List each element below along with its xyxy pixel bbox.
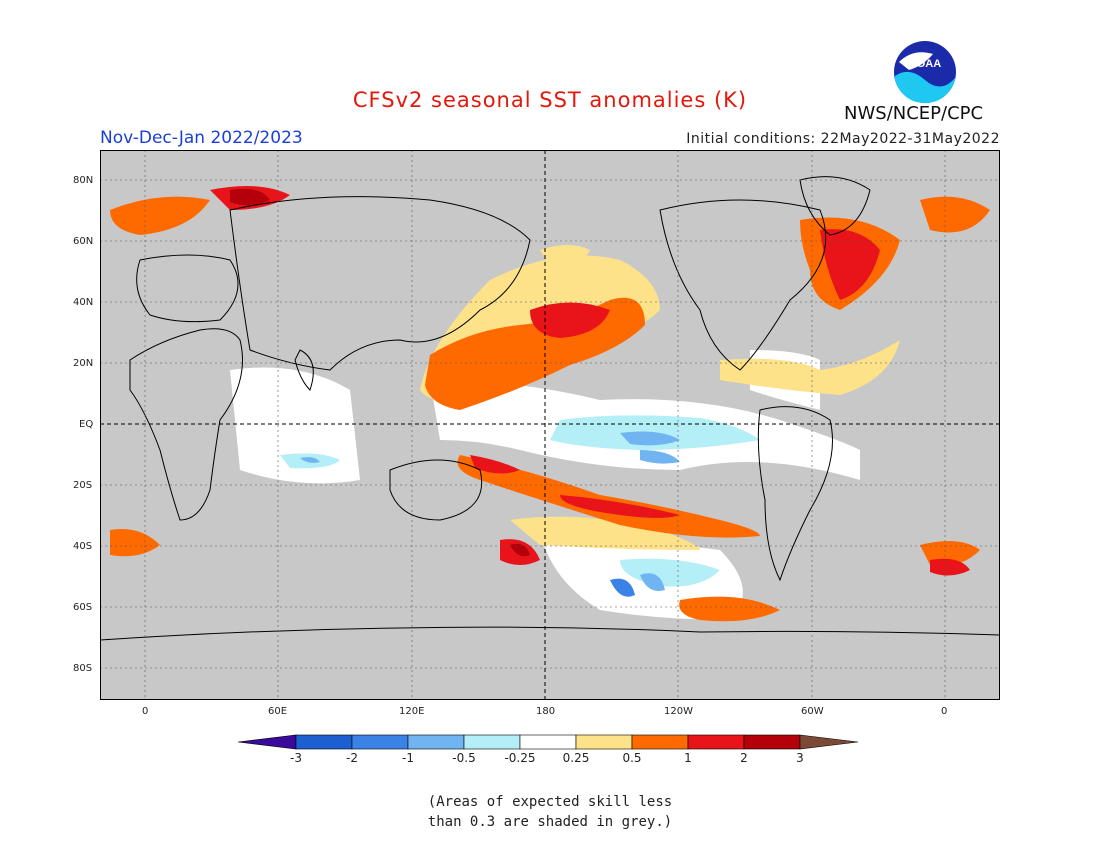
noaa-logo: NOAA	[894, 41, 956, 104]
lon-label-60w: 60W	[801, 706, 824, 717]
lat-label-60s: 60S	[73, 602, 93, 613]
lat-label-80n: 80N	[73, 175, 94, 186]
coastlines	[100, 176, 1000, 641]
colorbar-cell	[687, 734, 745, 750]
blue-anomalies	[300, 431, 680, 591]
colorbar-cell	[575, 734, 633, 750]
lat-label-eq: EQ	[79, 419, 94, 430]
colorbar-label: -1	[402, 751, 414, 765]
lat-label-20s: 20S	[73, 480, 93, 491]
colorbar-cell	[631, 734, 689, 750]
lon-label-60e: 60E	[268, 706, 288, 717]
reference-lines	[100, 150, 1000, 700]
colorbar-label: -0.25	[504, 751, 536, 765]
lon-label-0: 0	[142, 706, 149, 717]
colorbar-cell	[743, 734, 801, 750]
initial-conditions: Initial conditions: 22May2022-31May2022	[686, 131, 1000, 147]
colorbar-extend-high	[799, 734, 859, 750]
colorbar-label: -0.5	[452, 751, 476, 765]
colorbar-label: 1	[684, 751, 692, 765]
colorbar-label: -2	[346, 751, 358, 765]
colorbar-cell	[463, 734, 521, 750]
skill-note: (Areas of expected skill less than 0.3 a…	[0, 792, 1100, 832]
lat-label-40n: 40N	[73, 297, 94, 308]
sst-anomaly-map	[100, 150, 1000, 700]
agency-label: NWS/NCEP/CPC	[844, 103, 984, 124]
colorbar-label: 0.5	[622, 751, 642, 765]
colorbar-cell	[407, 734, 465, 750]
colorbar-label: 0.25	[562, 751, 590, 765]
colorbar-label: 3	[796, 751, 804, 765]
lon-label-0-east: 0	[941, 706, 948, 717]
gridlines	[100, 150, 1000, 700]
forecast-period: Nov-Dec-Jan 2022/2023	[100, 128, 303, 148]
skill-note-line2: than 0.3 are shaded in grey.)	[427, 814, 673, 830]
lon-label-120e: 120E	[399, 706, 425, 717]
lon-label-180: 180	[536, 706, 556, 717]
logo-text: NOAA	[909, 58, 941, 70]
lat-label-60n: 60N	[73, 236, 94, 247]
colorbar-cell	[351, 734, 409, 750]
lon-label-120w: 120W	[664, 706, 693, 717]
strong-blue-anomalies	[610, 578, 635, 597]
colorbar-cell	[295, 734, 353, 750]
colorbar-cell	[519, 734, 577, 750]
colorbar-extend-low	[238, 734, 297, 750]
skill-note-line1: (Areas of expected skill less	[427, 794, 673, 810]
lat-label-40s: 40S	[73, 541, 93, 552]
lat-label-80s: 80S	[73, 663, 93, 674]
lat-label-20n: 20N	[73, 358, 94, 369]
darkred-anomalies	[230, 188, 530, 557]
map-title: CFSv2 seasonal SST anomalies (K)	[352, 88, 748, 112]
colorbar-label: -3	[290, 751, 302, 765]
colorbar-label: 2	[740, 751, 748, 765]
colorbar	[238, 734, 859, 750]
